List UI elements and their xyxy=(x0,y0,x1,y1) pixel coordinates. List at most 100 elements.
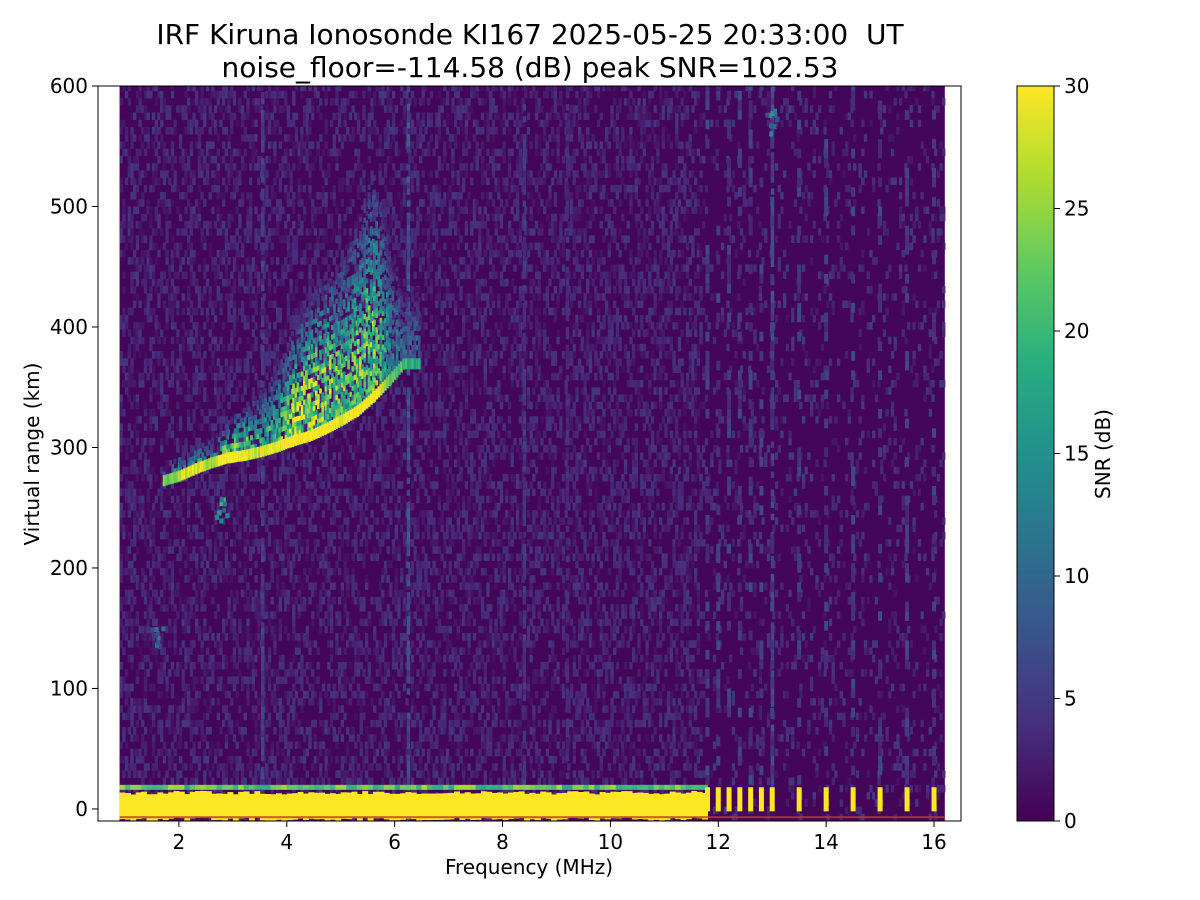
noise-cell xyxy=(413,705,417,713)
noise-cell xyxy=(246,698,250,706)
noise-cell xyxy=(186,257,191,265)
noise-cell xyxy=(278,604,282,612)
noise-cell xyxy=(370,734,374,742)
noise-cell xyxy=(222,416,226,424)
noise-cell xyxy=(351,770,355,778)
noise-cell xyxy=(138,452,142,460)
noise-cell xyxy=(273,763,277,771)
noise-cell xyxy=(240,300,245,309)
noise-cell xyxy=(364,618,369,627)
noise-cell xyxy=(251,86,256,92)
noise-cell xyxy=(130,112,134,121)
noise-cell xyxy=(197,502,202,511)
noise-cell xyxy=(146,495,150,504)
noise-cell xyxy=(338,184,342,193)
noise-cell xyxy=(160,669,164,677)
noise-cell xyxy=(122,314,126,323)
noise-cell xyxy=(327,531,331,540)
noise-cell xyxy=(324,755,328,764)
noise-cell xyxy=(305,727,309,735)
noise-cell xyxy=(362,755,366,764)
noise-cell xyxy=(205,763,210,771)
noise-cell xyxy=(176,286,180,294)
noise-cell xyxy=(297,184,301,193)
noise-cell xyxy=(367,90,371,99)
noise-cell xyxy=(284,567,288,576)
noise-cell xyxy=(356,155,361,164)
noise-cell xyxy=(141,213,145,222)
noise-cell xyxy=(321,567,326,576)
noise-cell xyxy=(154,148,158,157)
noise-cell xyxy=(313,546,318,554)
noise-cell xyxy=(273,300,277,309)
noise-cell xyxy=(294,445,299,453)
noise-cell xyxy=(243,676,247,684)
noise-cell xyxy=(249,755,253,764)
noise-cell xyxy=(308,192,312,200)
noise-cell xyxy=(300,90,304,99)
noise-cell xyxy=(273,126,277,135)
noise-cell xyxy=(160,531,164,540)
noise-cell xyxy=(203,661,207,670)
noise-cell xyxy=(208,727,212,735)
noise-cell xyxy=(197,437,202,446)
noise-cell xyxy=(165,278,169,287)
noise-cell xyxy=(416,683,420,692)
noise-cell xyxy=(149,184,153,193)
noise-cell xyxy=(292,322,296,330)
noise-cell xyxy=(235,459,239,468)
noise-cell xyxy=(346,437,350,446)
noise-cell xyxy=(302,119,307,128)
noise-cell xyxy=(284,755,288,764)
noise-cell xyxy=(324,437,328,446)
noise-cell xyxy=(346,177,350,186)
noise-cell xyxy=(181,669,185,677)
noise-cell xyxy=(284,510,288,518)
noise-cell xyxy=(251,365,256,374)
noise-cell xyxy=(405,553,409,562)
noise-cell xyxy=(265,604,269,612)
noise-cell xyxy=(192,719,196,728)
noise-cell xyxy=(383,394,388,402)
noise-cell xyxy=(386,459,390,468)
noise-cell xyxy=(367,228,371,236)
noise-cell xyxy=(119,394,123,402)
noise-cell xyxy=(332,727,336,735)
noise-cell xyxy=(311,719,315,728)
noise-cell xyxy=(127,654,131,663)
noise-cell xyxy=(302,640,307,648)
noise-cell xyxy=(340,763,345,771)
noise-cell xyxy=(267,647,272,656)
noise-cell xyxy=(165,546,169,554)
noise-cell xyxy=(122,466,126,475)
noise-cell xyxy=(413,524,417,533)
noise-cell xyxy=(249,163,253,171)
noise-cell xyxy=(162,755,167,764)
noise-cell xyxy=(243,148,247,157)
noise-cell xyxy=(122,567,126,576)
noise-cell xyxy=(275,257,280,265)
noise-cell xyxy=(222,618,226,627)
noise-cell xyxy=(203,416,207,424)
noise-cell xyxy=(308,86,312,92)
noise-cell xyxy=(154,705,158,713)
noise-cell xyxy=(178,604,183,612)
noise-cell xyxy=(243,134,247,142)
noise-cell xyxy=(338,235,342,243)
noise-cell xyxy=(130,654,134,663)
noise-cell xyxy=(154,546,158,554)
noise-cell xyxy=(265,184,269,193)
noise-cell xyxy=(224,242,229,251)
noise-cell xyxy=(192,372,196,381)
noise-cell xyxy=(251,524,256,533)
noise-cell xyxy=(348,466,353,475)
noise-cell xyxy=(160,170,164,178)
noise-cell xyxy=(381,416,385,424)
noise-cell xyxy=(284,741,288,750)
noise-cell xyxy=(378,134,382,142)
noise-cell xyxy=(195,488,199,496)
noise-cell xyxy=(273,177,277,186)
noise-cell xyxy=(302,155,307,164)
noise-cell xyxy=(370,141,374,149)
noise-cell xyxy=(219,257,223,265)
